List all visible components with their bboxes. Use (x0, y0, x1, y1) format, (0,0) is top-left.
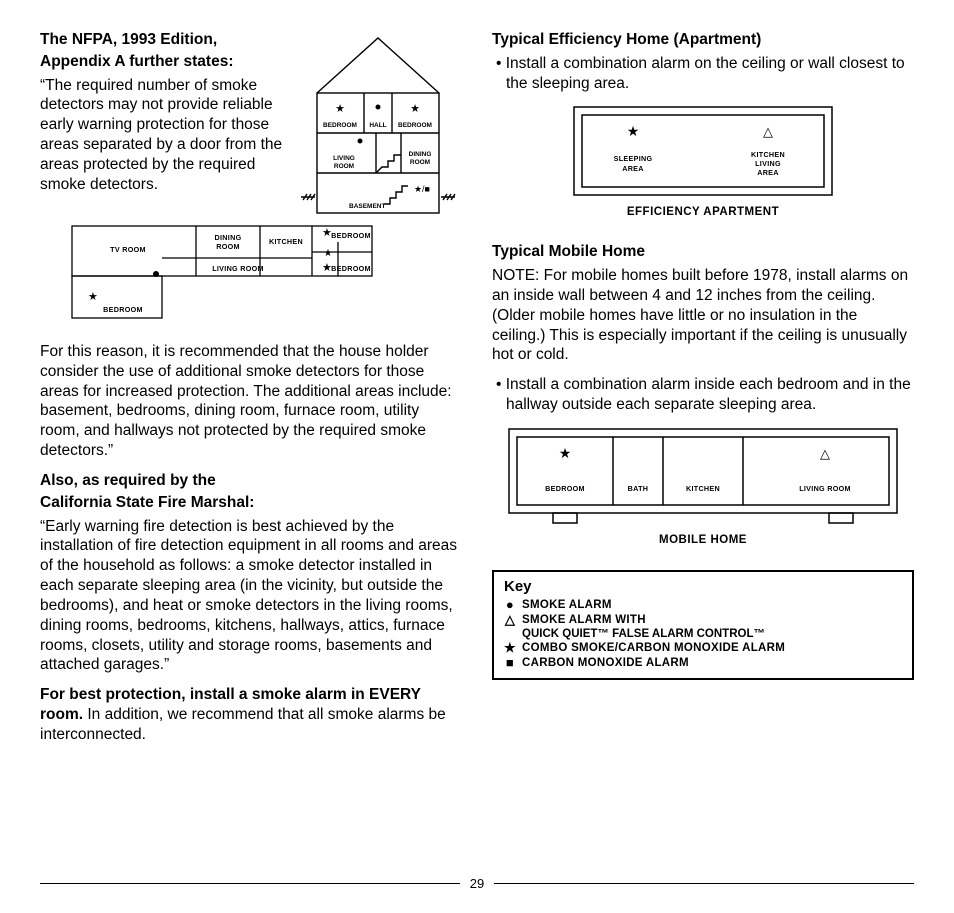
svg-text:AREA: AREA (622, 164, 644, 173)
footer-rule-right (494, 883, 914, 884)
reason-para: For this reason, it is recommended that … (40, 342, 462, 461)
nfpa-heading-2: Appendix A further states: (40, 52, 286, 72)
svg-text:BEDROOM: BEDROOM (323, 122, 357, 129)
svg-text:★: ★ (335, 103, 345, 115)
svg-text:BEDROOM: BEDROOM (331, 264, 371, 273)
square-icon: ■ (504, 656, 516, 669)
svg-text:LIVING: LIVING (333, 155, 355, 162)
key-quick-2: QUICK QUIET™ FALSE ALARM CONTROL™ (522, 627, 902, 641)
svg-text:DINING: DINING (409, 151, 432, 158)
also-heading-1: Also, as required by the (40, 471, 462, 491)
svg-text:★: ★ (627, 123, 640, 139)
best-rest: In addition, we recommend that all smoke… (40, 706, 446, 743)
nfpa-heading-1: The NFPA, 1993 Edition, (40, 30, 286, 50)
key-quick: △SMOKE ALARM WITH (504, 613, 902, 627)
svg-text:BEDROOM: BEDROOM (103, 305, 143, 314)
svg-text:BEDROOM: BEDROOM (398, 122, 432, 129)
mobile-diagram: ★ △ BEDROOM BATH KITCHEN LIVING ROOM (503, 423, 903, 529)
svg-text:★/■: ★/■ (414, 184, 430, 194)
svg-text:△: △ (820, 446, 830, 461)
svg-text:SLEEPING: SLEEPING (614, 154, 653, 163)
svg-text:DINING: DINING (215, 233, 242, 242)
svg-text:LIVING ROOM: LIVING ROOM (799, 484, 851, 493)
svg-text:△: △ (763, 124, 773, 139)
efficiency-diagram: ★ △ SLEEPING AREA KITCHEN LIVING AREA (568, 101, 838, 201)
key-carbon: ■CARBON MONOXIDE ALARM (504, 656, 902, 670)
eff-caption: EFFICIENCY APARTMENT (627, 205, 779, 220)
svg-text:KITCHEN: KITCHEN (751, 150, 785, 159)
nfpa-quote: “The required number of smoke detectors … (40, 76, 286, 195)
right-column: Typical Efficiency Home (Apartment) Inst… (492, 30, 914, 870)
svg-text:ROOM: ROOM (216, 242, 240, 251)
svg-text:ROOM: ROOM (334, 163, 354, 170)
page-footer: 29 (40, 876, 914, 891)
page-number: 29 (460, 876, 494, 891)
svg-text:★: ★ (410, 103, 420, 115)
svg-text:★: ★ (324, 248, 333, 259)
mobile-bullet: Install a combination alarm inside each … (492, 375, 914, 415)
svg-text:TV ROOM: TV ROOM (110, 245, 146, 254)
also-heading-2: California State Fire Marshal: (40, 493, 462, 513)
svg-text:ROOM: ROOM (410, 159, 430, 166)
key-title: Key (504, 578, 902, 597)
svg-text:KITCHEN: KITCHEN (269, 237, 303, 246)
house-diagram: ★ ★ ★/■ BEDROOM HALL BEDROOM LIVING ROOM… (294, 30, 462, 220)
key-combo: ★COMBO SMOKE/CARBON MONOXIDE ALARM (504, 641, 902, 655)
dot-icon: ● (504, 598, 516, 611)
csfm-quote: “Early warning fire detection is best ac… (40, 517, 462, 676)
triangle-icon: △ (504, 613, 516, 626)
key-box: Key ●SMOKE ALARM △SMOKE ALARM WITH QUICK… (492, 570, 914, 681)
svg-text:AREA: AREA (757, 168, 779, 177)
svg-text:LIVING: LIVING (755, 159, 781, 168)
svg-text:KITCHEN: KITCHEN (686, 484, 720, 493)
eff-bullet: Install a combination alarm on the ceili… (492, 54, 914, 94)
svg-text:BEDROOM: BEDROOM (545, 484, 585, 493)
mobile-note: NOTE: For mobile homes built before 1978… (492, 266, 914, 365)
svg-text:★: ★ (559, 445, 572, 461)
footer-rule-left (40, 883, 460, 884)
eff-heading: Typical Efficiency Home (Apartment) (492, 30, 914, 50)
svg-text:BATH: BATH (628, 484, 649, 493)
mobile-heading: Typical Mobile Home (492, 242, 914, 262)
svg-text:HALL: HALL (369, 122, 386, 129)
page: The NFPA, 1993 Edition, Appendix A furth… (40, 30, 914, 870)
key-smoke: ●SMOKE ALARM (504, 598, 902, 612)
left-column: The NFPA, 1993 Edition, Appendix A furth… (40, 30, 462, 870)
best-para: For best protection, install a smoke ala… (40, 685, 462, 744)
star-icon: ★ (504, 641, 516, 654)
floorplan-diagram: ★ ★ ★ ★ TV ROOM DINING ROOM KITCHEN BEDR… (68, 222, 378, 332)
svg-text:LIVING ROOM: LIVING ROOM (212, 264, 264, 273)
svg-text:BEDROOM: BEDROOM (331, 231, 371, 240)
mobile-caption: MOBILE HOME (659, 533, 747, 548)
svg-text:BASEMENT: BASEMENT (349, 203, 386, 210)
svg-text:★: ★ (88, 291, 98, 303)
